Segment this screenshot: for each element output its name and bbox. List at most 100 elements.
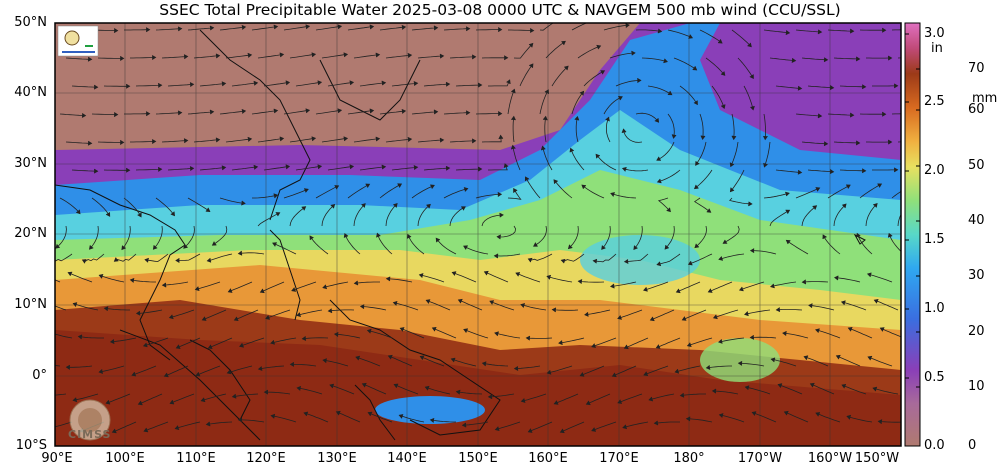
wind-arrowhead: [744, 311, 749, 317]
wind-arrowhead: [369, 108, 375, 114]
streamline: [815, 329, 841, 339]
streamline: [591, 421, 617, 432]
colorbar-inch-tick: 2.5: [924, 94, 945, 109]
wind-arrowhead: [355, 355, 360, 361]
wind-arrowhead: [285, 80, 291, 86]
wind-arrowhead: [435, 237, 441, 243]
wind-arrowhead: [81, 113, 87, 118]
wind-arrowhead: [497, 111, 503, 117]
streamline: [463, 329, 489, 339]
wind-arrowhead: [272, 242, 277, 247]
wind-arrowhead: [393, 203, 398, 208]
wind-arrowhead: [365, 183, 371, 188]
streamline: [385, 54, 412, 59]
wind-arrowhead: [873, 203, 878, 208]
streamline: [212, 225, 228, 246]
streamline: [225, 54, 252, 59]
streamline: [231, 82, 258, 87]
streamline: [283, 188, 309, 199]
streamline: [807, 85, 834, 89]
wind-arrowhead: [144, 257, 149, 263]
wind-arrowhead: [304, 188, 309, 193]
wind-arrowhead: [494, 331, 499, 337]
streamline: [571, 23, 588, 31]
wind-arrowhead: [560, 258, 566, 264]
wind-arrowhead: [241, 25, 247, 30]
wind-arrowhead: [41, 394, 44, 398]
streamline: [164, 365, 189, 377]
streamline: [729, 197, 752, 205]
wind-arrowhead: [183, 138, 189, 144]
streamline: [654, 421, 680, 424]
wind-arrowhead: [525, 335, 531, 341]
wind-arrowhead: [137, 400, 143, 406]
streamline: [544, 116, 547, 143]
wind-arrowhead: [335, 410, 341, 416]
wind-arrowhead: [113, 112, 119, 118]
streamline: [833, 57, 860, 60]
wind-arrowhead: [834, 275, 839, 281]
wind-arrowhead: [747, 42, 752, 48]
streamline: [232, 393, 259, 398]
wind-arrowhead: [333, 331, 339, 337]
streamline: [488, 163, 508, 171]
streamline: [451, 358, 477, 367]
streamline: [771, 358, 797, 367]
wind-arrowhead: [465, 110, 471, 116]
streamline: [533, 225, 547, 247]
wind-arrowhead: [621, 128, 627, 134]
streamline: [784, 411, 809, 423]
streamline: [89, 225, 99, 250]
wind-arrowhead: [205, 207, 211, 212]
wind-arrowhead: [487, 394, 493, 400]
wind-arrowhead: [695, 161, 700, 166]
wind-arrowhead: [823, 57, 829, 63]
streamline: [512, 145, 521, 171]
wind-arrowhead: [143, 427, 149, 433]
wind-arrowhead: [770, 357, 776, 363]
wind-arrowhead: [407, 53, 413, 58]
wind-arrowhead: [463, 187, 469, 192]
streamline: [601, 225, 611, 250]
wind-arrowhead: [424, 385, 430, 391]
wind-arrowhead: [729, 187, 735, 193]
wind-arrowhead: [305, 24, 311, 30]
wind-arrowhead: [551, 307, 557, 313]
streamline: [633, 225, 643, 250]
wind-arrowhead: [247, 136, 253, 142]
streamline: [584, 309, 611, 316]
colorbar-mm-tick: 10: [968, 379, 985, 394]
wind-arrowhead: [35, 361, 39, 365]
streamline: [82, 253, 105, 262]
streamline: [514, 365, 541, 369]
wind-arrowhead: [533, 242, 538, 247]
wind-arrowhead: [506, 79, 511, 85]
wind-arrowhead: [209, 109, 215, 115]
wind-arrowhead: [595, 153, 601, 159]
streamline: [295, 81, 322, 87]
streamline: [641, 57, 668, 63]
wind-arrowhead: [406, 233, 412, 239]
streamline: [344, 233, 361, 255]
streamline: [675, 365, 701, 373]
streamline: [591, 337, 617, 348]
wind-arrowhead: [317, 80, 323, 86]
streamline: [400, 327, 425, 339]
wind-arrowhead: [289, 361, 295, 367]
wind-arrowhead: [215, 53, 221, 59]
streamline: [161, 56, 188, 59]
lon-label: 170°E: [599, 451, 639, 466]
streamline: [55, 225, 67, 249]
streamline: [302, 337, 329, 340]
wind-arrowhead: [381, 80, 387, 86]
wind-arrowhead: [656, 261, 662, 267]
streamline: [155, 28, 182, 31]
streamline: [251, 110, 278, 115]
streamline: [187, 27, 214, 31]
streamline: [55, 393, 67, 396]
wind-arrowhead: [273, 24, 279, 30]
streamline: [257, 138, 284, 143]
wind-arrowhead: [195, 371, 201, 377]
wind-arrowhead: [835, 354, 841, 360]
wind-arrowhead: [815, 412, 821, 417]
